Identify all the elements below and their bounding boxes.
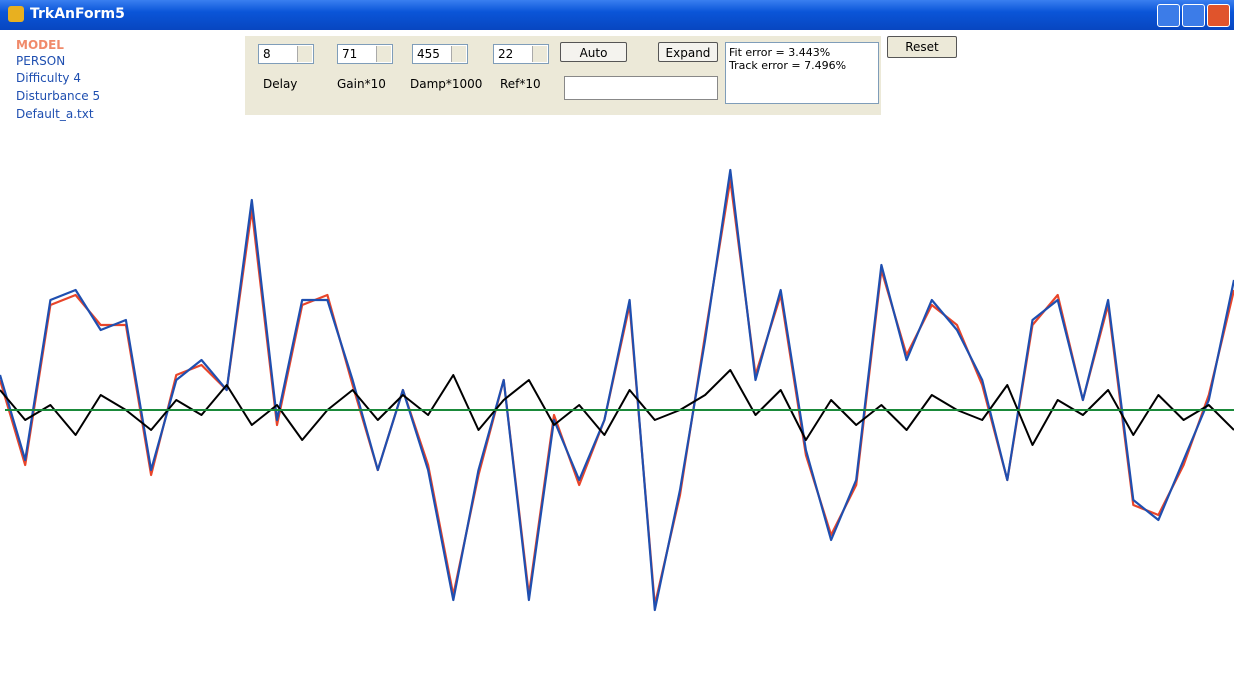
- error-box: Fit error = 3.443% Track error = 7.496%: [725, 42, 879, 104]
- progress-bar: [564, 76, 718, 100]
- title-bar: TrkAnForm5: [0, 0, 1234, 30]
- spin-arrows[interactable]: [532, 46, 547, 62]
- person-label: PERSON: [16, 54, 65, 68]
- spinner-value: 8: [263, 47, 271, 61]
- trace: [0, 170, 1234, 610]
- info-text: Difficulty 4: [16, 71, 81, 85]
- reset-button[interactable]: Reset: [887, 36, 957, 58]
- spinner[interactable]: 455: [412, 44, 468, 64]
- trace: [0, 370, 1234, 445]
- spin-arrows[interactable]: [376, 46, 391, 62]
- spinner-label: Delay: [263, 77, 297, 91]
- spinner-label: Gain*10: [337, 77, 386, 91]
- minimize-button[interactable]: [1157, 4, 1180, 27]
- spinner[interactable]: 8: [258, 44, 314, 64]
- control-panel: 8 71 455 22 Delay Gain*10 Damp*1000 Ref*…: [245, 36, 881, 115]
- info-text: Disturbance 5: [16, 89, 100, 103]
- spinner-value: 455: [417, 47, 440, 61]
- window-title: TrkAnForm5: [30, 6, 125, 22]
- expand-button[interactable]: Expand: [658, 42, 718, 62]
- close-button[interactable]: [1207, 4, 1230, 27]
- auto-button[interactable]: Auto: [560, 42, 627, 62]
- spinner-label: Ref*10: [500, 77, 541, 91]
- spin-arrows[interactable]: [297, 46, 312, 62]
- spinner-value: 22: [498, 47, 513, 61]
- spinner-label: Damp*1000: [410, 77, 482, 91]
- maximize-button[interactable]: [1182, 4, 1205, 27]
- app-window: {"window": {"title": "TrkAnForm5"}, "inf…: [0, 0, 1234, 675]
- spinner-value: 71: [342, 47, 357, 61]
- fit-error: Fit error = 3.443%: [729, 46, 875, 59]
- spin-arrows[interactable]: [451, 46, 466, 62]
- spinner[interactable]: 71: [337, 44, 393, 64]
- model-label: MODEL: [16, 38, 64, 52]
- app-icon: [8, 6, 24, 22]
- trace: [0, 180, 1234, 605]
- track-error: Track error = 7.496%: [729, 59, 875, 72]
- info-text: Default_a.txt: [16, 107, 94, 121]
- spinner[interactable]: 22: [493, 44, 549, 64]
